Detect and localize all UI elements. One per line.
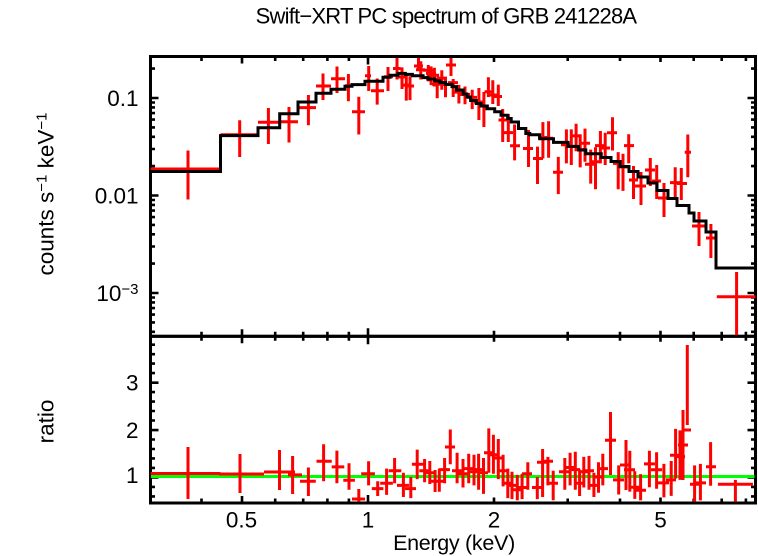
svg-text:2: 2 [126,418,139,443]
svg-text:ratio: ratio [34,400,59,444]
svg-text:0.1: 0.1 [107,86,138,111]
svg-text:10−3: 10−3 [96,281,138,306]
svg-text:5: 5 [654,508,667,533]
svg-text:1: 1 [126,463,139,488]
svg-text:1: 1 [362,508,375,533]
svg-text:0.01: 0.01 [95,184,139,209]
svg-text:Energy (keV): Energy (keV) [393,531,515,555]
svg-text:Swift−XRT PC spectrum of GRB 2: Swift−XRT PC spectrum of GRB 241228A [256,4,638,29]
svg-text:0.5: 0.5 [226,508,257,533]
svg-text:3: 3 [126,370,139,395]
svg-text:counts s−1 keV−1: counts s−1 keV−1 [34,112,59,275]
svg-text:2: 2 [488,508,501,533]
